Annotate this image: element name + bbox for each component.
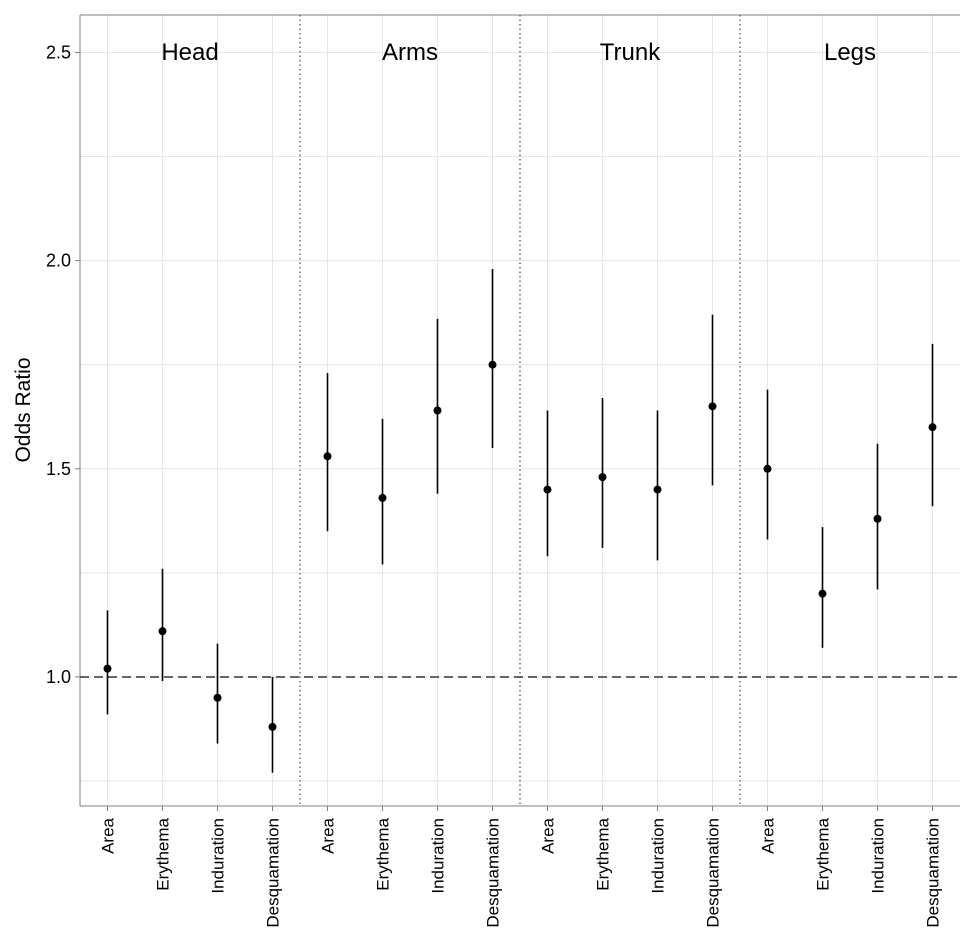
x-tick-label: Induration — [869, 818, 888, 894]
axis-labels: 1.0 1.5 2.0 2.5 Head Area Erythema Induration De… — [46, 39, 943, 928]
y-tick-label: 2.0 — [46, 251, 71, 271]
odds-ratio-point — [818, 589, 827, 598]
odds-ratio-point — [378, 493, 387, 502]
grid-lines — [80, 15, 960, 806]
odds-ratio-point — [653, 485, 662, 494]
odds-ratio-point — [158, 627, 167, 636]
odds-ratio-point — [763, 464, 772, 473]
x-tick-label: Erythema — [594, 817, 613, 890]
odds-ratio-point — [213, 693, 222, 702]
x-tick-label: Area — [539, 817, 558, 853]
x-tick-label: Area — [319, 817, 338, 853]
odds-ratio-point — [488, 360, 497, 369]
panel-frame — [79, 14, 960, 807]
x-tick-label: Induration — [209, 818, 228, 894]
x-tick-label: Desquamation — [924, 818, 943, 928]
odds-ratio-point — [873, 514, 882, 523]
panel-label-head: Head — [161, 39, 218, 66]
panel-label-arms: Arms — [382, 39, 438, 66]
odds-ratio-point — [708, 402, 717, 411]
x-tick-label: Induration — [429, 818, 448, 894]
x-tick-label: Area — [99, 817, 118, 853]
x-tick-label: Area — [759, 817, 778, 853]
data-marks — [103, 268, 937, 773]
odds-ratio-point — [598, 473, 607, 482]
odds-ratio-point — [103, 664, 112, 673]
y-tick-label: 1.5 — [46, 459, 71, 479]
y-tick-label: 1.0 — [46, 667, 71, 687]
x-tick-label: Erythema — [814, 817, 833, 890]
y-tick-label: 2.5 — [46, 42, 71, 62]
odds-ratio-point — [323, 452, 332, 461]
x-tick-label: Induration — [649, 818, 668, 894]
x-tick-label: Erythema — [374, 817, 393, 890]
odds-ratio-point — [543, 485, 552, 494]
odds-ratio-point — [268, 722, 277, 731]
x-tick-label: Desquamation — [704, 818, 723, 928]
x-tick-label: Desquamation — [264, 818, 283, 928]
x-tick-label: Desquamation — [484, 818, 503, 928]
panel-label-trunk: Trunk — [600, 39, 661, 66]
odds-ratio-point — [928, 423, 937, 432]
odds-ratio-point — [433, 406, 442, 415]
x-tick-label: Erythema — [154, 817, 173, 890]
panel-label-legs: Legs — [824, 39, 876, 66]
y-axis-title: Odds Ratio — [12, 357, 35, 462]
